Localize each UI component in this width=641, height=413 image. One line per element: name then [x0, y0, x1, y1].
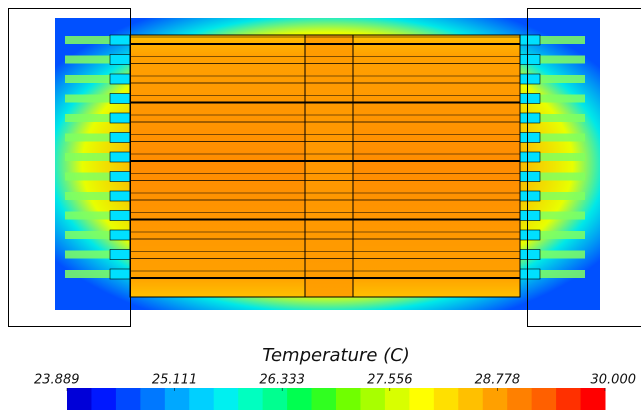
- fin: [109, 112, 131, 124]
- colorbar-segment: [115, 388, 141, 410]
- colorbar-tick-label: 30.000: [591, 373, 637, 388]
- fin: [540, 250, 585, 259]
- colorbar-segment: [189, 388, 215, 410]
- fin: [65, 270, 110, 278]
- colorbar-segment: [360, 388, 386, 410]
- fin: [109, 229, 131, 241]
- left-block: [8, 8, 131, 327]
- fin: [519, 112, 541, 124]
- colorbar-segment: [91, 388, 117, 410]
- fin: [109, 93, 131, 104]
- fin: [65, 133, 110, 142]
- fin: [540, 211, 585, 220]
- fin: [65, 172, 110, 181]
- fin: [519, 210, 541, 221]
- fin: [65, 36, 110, 44]
- fin: [519, 132, 541, 143]
- fin: [519, 229, 541, 241]
- colorbar-title: Temperature (C): [262, 345, 410, 366]
- colorbar-segment: [433, 388, 459, 410]
- fin: [109, 34, 131, 46]
- fins: [65, 34, 585, 280]
- colorbar-segment: [213, 388, 239, 410]
- fin: [65, 153, 110, 161]
- colorbar-segment: [458, 388, 484, 410]
- colorbar-tick-label: 28.778: [475, 373, 521, 388]
- fin: [540, 36, 585, 44]
- fin: [65, 192, 110, 200]
- fin: [519, 93, 541, 104]
- colorbar: 23.889 25.111 26.333 27.556 28.778 30.000: [34, 373, 637, 410]
- fin: [519, 73, 541, 85]
- colorbar-segment: [409, 388, 435, 410]
- fin: [109, 268, 131, 280]
- colorbar-segment: [336, 388, 361, 410]
- colorbar-segment: [140, 388, 166, 410]
- colorbar-segment: [67, 388, 92, 410]
- colorbar-segment: [287, 388, 313, 410]
- fin: [65, 55, 110, 64]
- colorbar-segment: [556, 388, 582, 410]
- fin: [109, 171, 131, 182]
- colorbar-tick-label: 25.111: [152, 373, 198, 388]
- fin: [540, 55, 585, 64]
- fin: [109, 210, 131, 221]
- colorbar-segment: [311, 388, 337, 410]
- fin: [519, 171, 541, 182]
- colorbar-segment: [482, 388, 508, 410]
- fin: [540, 94, 585, 103]
- colorbar-tick-label: 26.333: [259, 373, 305, 388]
- colorbar-segment: [384, 388, 410, 410]
- colorbar-tick-label: 23.889: [34, 373, 80, 388]
- fin: [109, 54, 131, 65]
- fin: [519, 190, 541, 202]
- fin: [540, 172, 585, 181]
- right-block: [527, 8, 641, 327]
- fin: [109, 73, 131, 85]
- fin: [519, 151, 541, 163]
- fin: [540, 133, 585, 142]
- fin: [65, 75, 110, 83]
- colorbar-segment: [262, 388, 288, 410]
- fin: [65, 94, 110, 103]
- fin: [519, 34, 541, 46]
- colorbar-segment: [164, 388, 190, 410]
- fin: [540, 231, 585, 239]
- colorbar-segment: [580, 388, 606, 410]
- fin: [109, 132, 131, 143]
- fin: [519, 54, 541, 65]
- fin: [540, 75, 585, 83]
- center-strip: [305, 35, 353, 297]
- fin: [519, 268, 541, 280]
- fin: [65, 211, 110, 220]
- fin: [540, 114, 585, 122]
- fin: [65, 231, 110, 239]
- colorbar-segment: [238, 388, 264, 410]
- colorbar-tick-label: 27.556: [367, 373, 413, 388]
- fin: [109, 190, 131, 202]
- fin: [540, 192, 585, 200]
- colorbar-segment: [507, 388, 533, 410]
- fin: [540, 270, 585, 278]
- fin: [109, 151, 131, 163]
- fin: [109, 249, 131, 260]
- fin: [65, 114, 110, 122]
- colorbar-segment: [531, 388, 557, 410]
- fin: [65, 250, 110, 259]
- fin: [519, 249, 541, 260]
- fin: [540, 153, 585, 161]
